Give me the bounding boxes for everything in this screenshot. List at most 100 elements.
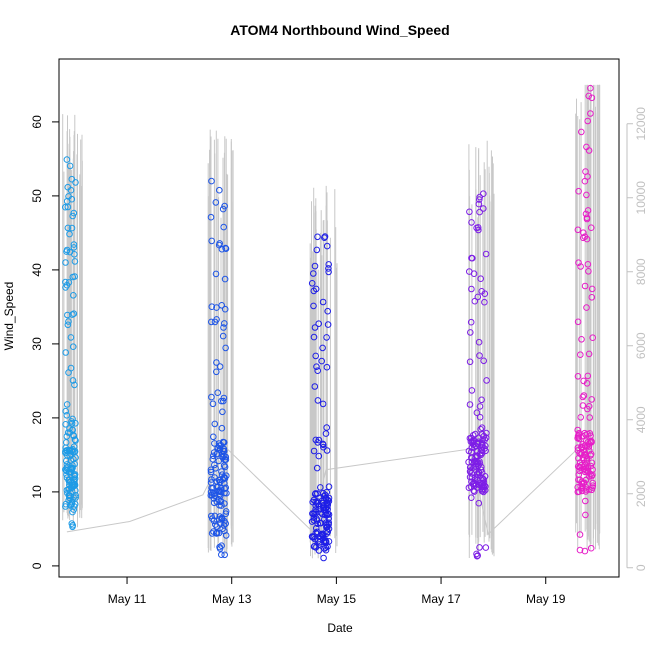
data-point	[574, 226, 582, 234]
data-point	[62, 407, 69, 415]
data-point	[574, 373, 582, 380]
y-tick-label: 40	[30, 263, 44, 277]
y2-tick-label: 4000	[634, 406, 648, 433]
data-point	[581, 233, 589, 240]
data-point	[472, 442, 479, 450]
data-point	[67, 186, 75, 194]
data-point	[476, 196, 483, 203]
data-point	[314, 498, 321, 505]
data-point	[584, 261, 592, 268]
data-point	[471, 297, 479, 305]
data-point	[582, 511, 589, 519]
data-point	[581, 177, 589, 185]
data-point	[468, 285, 475, 293]
data-point	[67, 334, 75, 341]
data-point	[65, 193, 72, 200]
data-point	[468, 494, 475, 502]
data-point	[585, 403, 593, 410]
data-point	[63, 248, 70, 255]
data-point	[324, 321, 332, 328]
data-point	[581, 282, 589, 290]
data-point	[312, 285, 320, 293]
data-point	[62, 278, 69, 286]
data-point	[68, 419, 76, 427]
data-point	[69, 377, 77, 384]
data-point	[480, 190, 487, 197]
data-point	[480, 357, 488, 365]
data-point	[218, 302, 225, 309]
data-point	[310, 447, 318, 455]
data-point	[62, 259, 69, 266]
data-point	[576, 531, 584, 538]
data-point	[576, 546, 584, 554]
data-point	[220, 394, 228, 402]
data-point	[222, 244, 229, 252]
data-point	[220, 397, 227, 405]
data-point	[207, 492, 215, 499]
data-point	[218, 551, 225, 559]
data-point	[470, 487, 478, 494]
y-tick-label: 50	[30, 189, 44, 203]
data-point	[214, 444, 222, 451]
y-tick-label: 30	[30, 337, 44, 351]
data-point	[476, 544, 483, 551]
data-point	[585, 268, 592, 275]
data-point	[316, 539, 323, 546]
data-point	[208, 237, 215, 245]
data-point	[577, 263, 584, 270]
data-point	[584, 207, 592, 214]
data-point	[221, 305, 229, 313]
data-point	[71, 258, 79, 265]
data-point	[466, 468, 474, 475]
data-point	[324, 543, 331, 550]
data-point	[475, 462, 482, 470]
data-point	[583, 304, 590, 311]
data-point	[315, 547, 323, 554]
data-point	[469, 432, 477, 439]
data-point	[213, 304, 220, 311]
data-point	[588, 285, 596, 293]
data-point	[311, 383, 319, 390]
data-point	[215, 516, 223, 523]
data-point	[322, 509, 330, 517]
y2-tick-label: 2000	[634, 480, 648, 507]
data-point	[466, 358, 474, 366]
data-point	[467, 463, 474, 471]
data-point	[321, 234, 328, 241]
data-point	[319, 344, 326, 352]
data-point	[323, 424, 331, 431]
data-point	[483, 377, 490, 384]
data-point	[63, 412, 71, 419]
data-point	[313, 464, 321, 472]
y2-tick-label: 8000	[634, 258, 648, 285]
data-point	[588, 396, 596, 403]
data-point	[578, 128, 585, 136]
data-point	[318, 357, 326, 365]
data-point	[476, 208, 483, 216]
x-axis-label: Date	[327, 621, 353, 635]
data-point	[211, 318, 219, 326]
data-point	[212, 530, 220, 537]
data-point	[212, 521, 219, 528]
data-point	[310, 302, 317, 310]
data-point	[63, 433, 71, 440]
data-point	[466, 401, 474, 408]
y2-tick-label: 0	[634, 564, 648, 571]
data-point	[477, 275, 485, 283]
data-point	[324, 307, 332, 315]
data-point	[68, 224, 76, 232]
data-point	[208, 393, 215, 401]
data-point	[465, 447, 473, 455]
data-point	[219, 438, 227, 446]
data-point	[575, 187, 582, 195]
data-point	[482, 544, 490, 551]
data-points	[62, 84, 597, 562]
data-point	[70, 292, 77, 299]
data-point	[576, 467, 583, 475]
data-point	[474, 293, 482, 301]
data-point	[319, 530, 327, 538]
data-point	[212, 199, 220, 206]
data-point	[219, 205, 227, 213]
data-point	[584, 117, 592, 125]
y2-tick-label: 6000	[634, 332, 648, 359]
